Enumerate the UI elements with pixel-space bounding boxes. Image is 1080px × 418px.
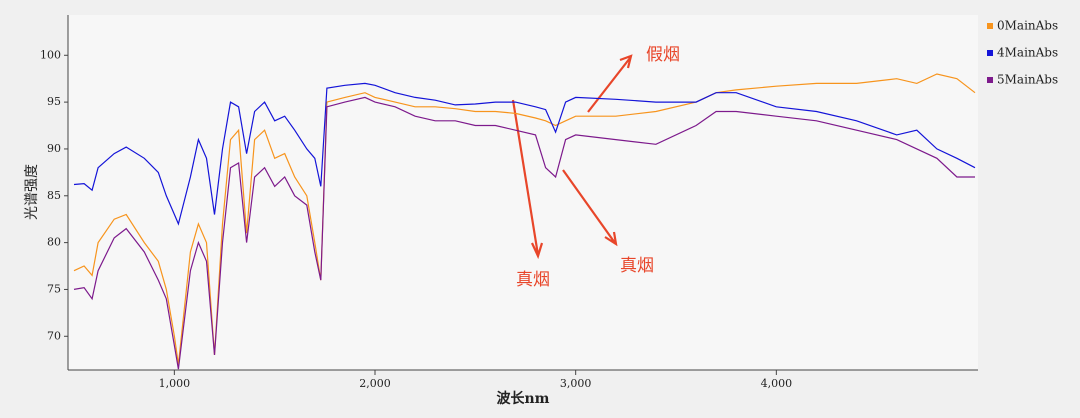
y-tick-label: 70 bbox=[47, 329, 61, 342]
series-line bbox=[73, 82, 976, 226]
arrow bbox=[587, 54, 633, 113]
arrow bbox=[562, 169, 618, 247]
legend-swatch bbox=[987, 50, 993, 56]
x-tick-label: 1,000 bbox=[159, 377, 191, 390]
annotation: 假烟 bbox=[646, 45, 680, 65]
y-tick-label: 95 bbox=[47, 95, 61, 108]
y-tick-label: 100 bbox=[40, 48, 61, 61]
y-axis-label: 光谱强度 bbox=[24, 164, 40, 220]
legend-label: 5MainAbs bbox=[997, 73, 1058, 87]
legend-swatch bbox=[987, 23, 993, 29]
series-line bbox=[73, 96, 975, 370]
y-tick-label: 75 bbox=[47, 282, 61, 295]
annotation: 真烟 bbox=[620, 256, 654, 276]
x-tick-label: 3,000 bbox=[560, 377, 592, 390]
x-tick-label: 2,000 bbox=[359, 377, 391, 390]
x-tick-label: 4,000 bbox=[761, 377, 793, 390]
legend-swatch bbox=[987, 77, 993, 83]
plot-area bbox=[68, 15, 978, 370]
legend-label: 0MainAbs bbox=[997, 19, 1058, 33]
annotation: 真烟 bbox=[516, 270, 550, 290]
y-tick-label: 85 bbox=[47, 189, 61, 202]
legend-label: 4MainAbs bbox=[997, 46, 1058, 60]
x-axis-label: 波长nm bbox=[497, 390, 550, 407]
y-tick-label: 80 bbox=[47, 236, 61, 249]
y-tick-label: 90 bbox=[47, 142, 61, 155]
arrow bbox=[511, 99, 544, 260]
